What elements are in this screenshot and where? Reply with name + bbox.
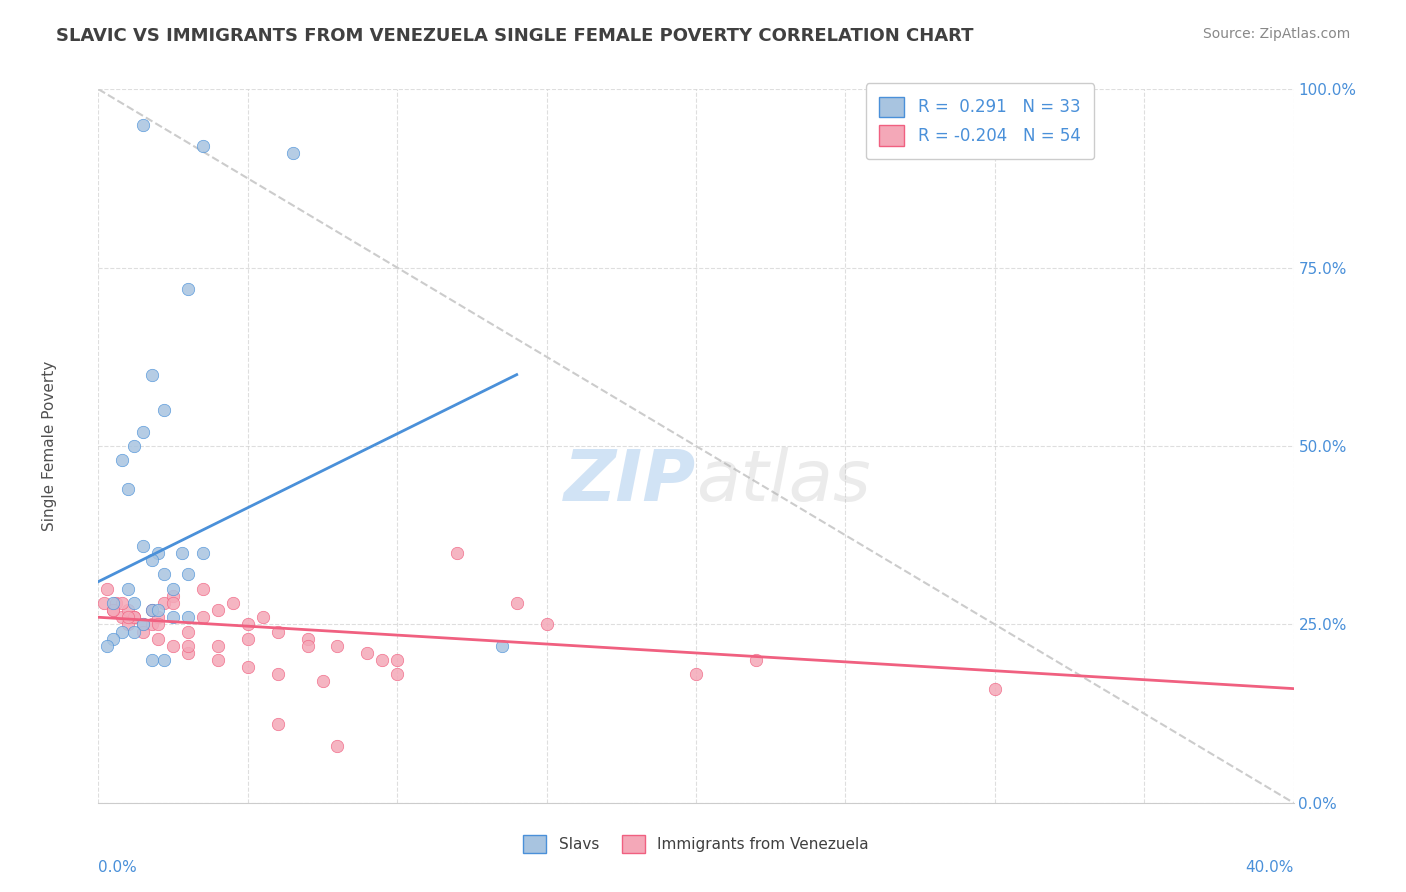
Point: [117, 582, 139, 596]
Point: [162, 589, 184, 603]
Point: [117, 603, 139, 617]
Point: [132, 617, 155, 632]
Point: [153, 653, 176, 667]
Point: [103, 632, 125, 646]
Text: ZIP: ZIP: [564, 447, 696, 516]
Point: [117, 617, 139, 632]
Point: [207, 603, 229, 617]
Point: [236, 617, 259, 632]
Point: [111, 610, 134, 624]
Point: [132, 617, 155, 632]
Point: [148, 610, 170, 624]
Point: [132, 425, 155, 439]
Point: [326, 639, 349, 653]
Point: [506, 596, 529, 610]
Point: [153, 567, 176, 582]
Point: [297, 632, 319, 646]
Point: [148, 632, 170, 646]
Point: [132, 624, 155, 639]
Point: [96, 639, 118, 653]
Point: [162, 639, 184, 653]
Point: [162, 596, 184, 610]
Point: [141, 603, 163, 617]
Point: [148, 546, 170, 560]
Point: [177, 624, 200, 639]
Text: atlas: atlas: [696, 447, 870, 516]
Point: [103, 603, 125, 617]
Point: [111, 453, 134, 467]
Point: [267, 717, 290, 731]
Point: [124, 624, 146, 639]
Point: [177, 639, 200, 653]
Point: [267, 624, 290, 639]
Point: [141, 653, 163, 667]
Point: [177, 282, 200, 296]
Legend: Slavs, Immigrants from Venezuela: Slavs, Immigrants from Venezuela: [517, 829, 875, 859]
Point: [207, 653, 229, 667]
Point: [745, 653, 768, 667]
Point: [132, 118, 155, 132]
Point: [148, 617, 170, 632]
Point: [297, 639, 319, 653]
Text: 40.0%: 40.0%: [1246, 860, 1294, 875]
Point: [371, 653, 394, 667]
Point: [356, 646, 378, 660]
Point: [124, 439, 146, 453]
Point: [141, 617, 163, 632]
Point: [685, 667, 707, 681]
Point: [191, 139, 214, 153]
Point: [124, 610, 146, 624]
Point: [132, 539, 155, 553]
Point: [177, 646, 200, 660]
Point: [446, 546, 468, 560]
Point: [191, 582, 214, 596]
Point: [191, 610, 214, 624]
Point: [491, 639, 513, 653]
Point: [162, 582, 184, 596]
Point: [281, 146, 304, 161]
Point: [236, 632, 259, 646]
Point: [326, 739, 349, 753]
Point: [117, 610, 139, 624]
Point: [124, 610, 146, 624]
Point: [148, 603, 170, 617]
Text: Single Female Poverty: Single Female Poverty: [42, 361, 56, 531]
Point: [111, 624, 134, 639]
Point: [153, 403, 176, 417]
Point: [252, 610, 274, 624]
Text: 0.0%: 0.0%: [98, 860, 138, 875]
Point: [141, 553, 163, 567]
Point: [236, 660, 259, 674]
Point: [536, 617, 558, 632]
Point: [103, 603, 125, 617]
Point: [93, 596, 115, 610]
Point: [141, 603, 163, 617]
Point: [222, 596, 245, 610]
Point: [311, 674, 333, 689]
Point: [172, 546, 194, 560]
Text: Source: ZipAtlas.com: Source: ZipAtlas.com: [1202, 27, 1350, 41]
Point: [385, 667, 409, 681]
Point: [385, 653, 409, 667]
Point: [153, 596, 176, 610]
Point: [103, 596, 125, 610]
Point: [207, 639, 229, 653]
Point: [111, 596, 134, 610]
Point: [162, 610, 184, 624]
Point: [117, 482, 139, 496]
Text: SLAVIC VS IMMIGRANTS FROM VENEZUELA SINGLE FEMALE POVERTY CORRELATION CHART: SLAVIC VS IMMIGRANTS FROM VENEZUELA SING…: [56, 27, 974, 45]
Point: [984, 681, 1007, 696]
Point: [124, 596, 146, 610]
Point: [141, 368, 163, 382]
Point: [177, 610, 200, 624]
Point: [177, 567, 200, 582]
Point: [105, 596, 128, 610]
Point: [267, 667, 290, 681]
Point: [96, 582, 118, 596]
Point: [191, 546, 214, 560]
